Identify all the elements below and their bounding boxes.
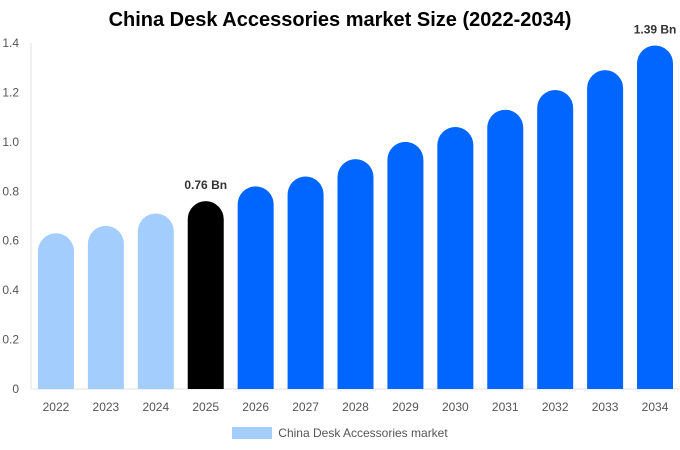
legend-label: China Desk Accessories market [278, 426, 448, 440]
data-label: 0.76 Bn [184, 178, 227, 192]
x-tick-label: 2034 [642, 400, 669, 414]
legend-swatch [232, 427, 273, 439]
bar-2030 [437, 127, 474, 389]
data-label: 1.39 Bn [634, 22, 677, 36]
x-tick-label: 2027 [292, 400, 319, 414]
y-tick-label: 0.4 [2, 283, 19, 297]
y-tick-label: 0.6 [2, 234, 19, 248]
bar-2027 [287, 176, 324, 389]
bar-2026 [237, 186, 274, 389]
bar-2029 [387, 141, 424, 389]
y-tick-label: 0 [12, 382, 19, 396]
bar-2034 [637, 45, 674, 389]
y-tick-label: 1.2 [2, 85, 19, 99]
bar-2025 [187, 201, 224, 389]
y-tick-label: 1.0 [2, 135, 19, 149]
x-tick-label: 2025 [192, 400, 219, 414]
x-tick-label: 2032 [542, 400, 569, 414]
x-tick-label: 2030 [442, 400, 469, 414]
bar-2024 [137, 213, 174, 389]
x-tick-label: 2023 [93, 400, 120, 414]
x-tick-label: 2033 [592, 400, 619, 414]
y-tick-label: 1.4 [2, 36, 19, 50]
x-tick-label: 2022 [43, 400, 70, 414]
x-tick-label: 2024 [142, 400, 169, 414]
bar-2028 [337, 159, 374, 389]
bar-2032 [537, 89, 574, 389]
bar-2022 [37, 233, 74, 389]
legend[interactable]: China Desk Accessories market [0, 426, 680, 440]
chart-title: China Desk Accessories market Size (2022… [108, 9, 572, 31]
bar-2033 [587, 70, 624, 389]
x-tick-label: 2029 [392, 400, 419, 414]
bar-2031 [487, 109, 524, 389]
bar-2023 [87, 225, 124, 389]
x-tick-label: 2028 [342, 400, 369, 414]
x-tick-label: 2026 [242, 400, 269, 414]
y-tick-label: 0.2 [2, 333, 19, 347]
x-tick-label: 2031 [492, 400, 519, 414]
y-tick-label: 0.8 [2, 184, 19, 198]
